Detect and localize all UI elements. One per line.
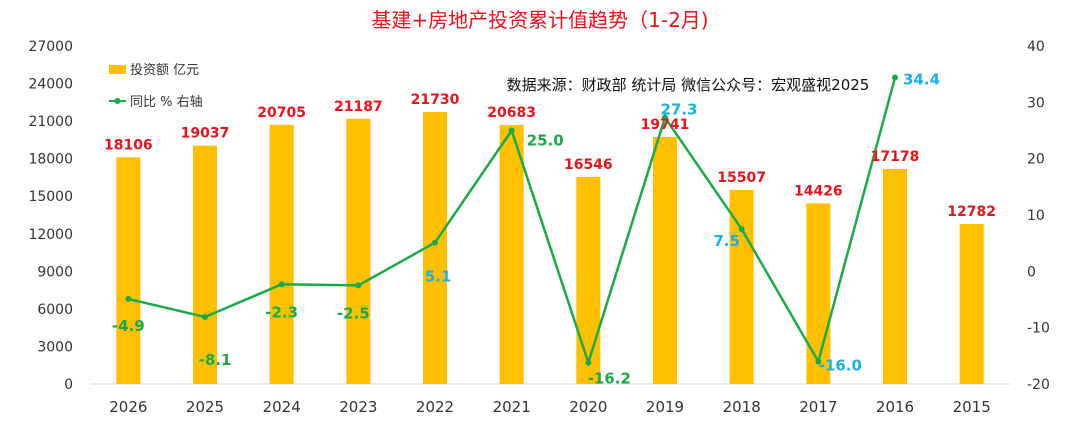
x-tick-label: 2020: [569, 398, 607, 416]
x-tick-label: 2025: [186, 398, 224, 416]
bar: [269, 124, 294, 384]
legend-bar-label: 投资额 亿元: [130, 62, 199, 78]
y-right-tick-label: 0: [1027, 264, 1036, 280]
line-data-label: 25.0: [527, 132, 564, 150]
y-axis-right: -20 -10 0 10 20 30 40: [1027, 39, 1050, 393]
x-tick-label: 2018: [723, 398, 761, 416]
line-data-label: -2.3: [265, 303, 298, 321]
line-data-label: -4.9: [112, 317, 145, 335]
line-data-label: -8.1: [199, 351, 232, 369]
bar-data-label: 15507: [717, 170, 766, 186]
legend-bar-swatch: [109, 65, 126, 74]
y-left-tick-label: 3000: [37, 339, 73, 355]
line-point: [278, 281, 285, 288]
bar-series: [116, 111, 984, 385]
y-axis-left: 0 3000 6000 9000 12000 15000 18000 21000 24000 27…: [28, 39, 73, 393]
bar: [729, 189, 754, 384]
bar-data-label: 20683: [487, 105, 536, 121]
legend-line-marker: [114, 98, 121, 104]
line-point: [892, 74, 898, 81]
bar-data-label: 21187: [334, 99, 383, 115]
y-right-tick-label: 20: [1027, 152, 1045, 168]
y-left-tick-label: 24000: [28, 77, 73, 93]
x-axis: 2026 2025 2024 2023 2022 2021 2020 2019 2018 2017…: [90, 383, 1010, 416]
x-tick-label: 2026: [109, 398, 147, 416]
line-point: [738, 226, 745, 233]
y-left-tick-label: 12000: [28, 227, 73, 243]
x-tick-label: 2024: [263, 398, 301, 416]
y-left-tick-label: 27000: [28, 39, 73, 55]
line-series: [125, 74, 898, 367]
legend: 投资额 亿元 同比 % 右轴: [109, 62, 203, 110]
bar-data-label: 17178: [871, 149, 920, 165]
x-tick-label: 2015: [953, 398, 991, 416]
y-left-tick-label: 15000: [28, 189, 73, 205]
bar: [193, 145, 217, 384]
y-left-tick-label: 21000: [28, 114, 73, 130]
legend-line-label: 同比 % 右轴: [130, 95, 203, 110]
x-tick-label: 2019: [646, 398, 684, 416]
line-data-labels: -4.9 -8.1 -2.3 -2.5 5.1 25.0 -16.2 27.3 7.5 -16.0…: [112, 71, 940, 388]
bar-data-label: 18106: [104, 137, 153, 153]
bar: [346, 118, 371, 385]
y-left-tick-label: 18000: [28, 152, 73, 168]
chart-title: 基建+房地产投资累计值趋势（1-2月): [371, 8, 708, 32]
bar: [499, 125, 524, 385]
line-point: [585, 359, 592, 366]
bar-data-label: 14426: [794, 183, 843, 199]
bar-data-label: 19037: [181, 126, 230, 142]
bar-data-labels: 18106 19037 20705 21187 21730 20683 16546 19741…: [104, 92, 996, 220]
bar: [116, 157, 141, 384]
line-point: [125, 295, 132, 302]
source-annotation: 数据来源：财政部 统计局 微信公众号：宏观盛视2025: [507, 76, 870, 94]
line-point: [202, 313, 208, 320]
y-left-tick-label: 9000: [37, 264, 73, 280]
line-data-label: 27.3: [660, 101, 697, 119]
y-right-tick-label: 30: [1027, 95, 1045, 111]
bar: [883, 168, 907, 384]
bar: [806, 203, 831, 384]
bar-data-label: 19741: [641, 117, 690, 133]
x-tick-label: 2016: [876, 398, 914, 416]
line-data-label: 5.1: [425, 268, 452, 286]
x-tick-label: 2017: [799, 398, 837, 416]
line-data-label: -16.0: [819, 356, 862, 374]
bar: [653, 136, 677, 384]
bar: [576, 176, 601, 384]
y-right-tick-label: -20: [1027, 377, 1050, 393]
line-point: [508, 127, 515, 134]
bar: [959, 223, 984, 384]
bar-data-label: 16546: [564, 157, 613, 173]
line-point: [432, 239, 438, 246]
line-point: [355, 282, 362, 289]
y-left-tick-label: 0: [64, 377, 73, 393]
y-right-tick-label: 10: [1027, 208, 1045, 224]
x-tick-label: 2022: [416, 398, 454, 416]
line-point: [662, 114, 668, 121]
line-data-label: -16.2: [588, 370, 631, 388]
line-data-label: -2.5: [337, 304, 370, 322]
y-right-tick-label: 40: [1027, 39, 1045, 55]
y-left-tick-label: 6000: [37, 302, 73, 318]
line-data-label: 7.5: [713, 232, 740, 250]
y-right-tick-label: -10: [1027, 321, 1050, 337]
line-point: [815, 358, 822, 365]
line-data-label: 34.4: [903, 71, 940, 89]
x-tick-label: 2023: [339, 398, 377, 416]
bar-data-label: 12782: [947, 204, 996, 220]
bar-data-label: 20705: [257, 105, 306, 121]
bar-data-label: 21730: [411, 92, 460, 108]
x-tick-label: 2021: [493, 398, 531, 416]
